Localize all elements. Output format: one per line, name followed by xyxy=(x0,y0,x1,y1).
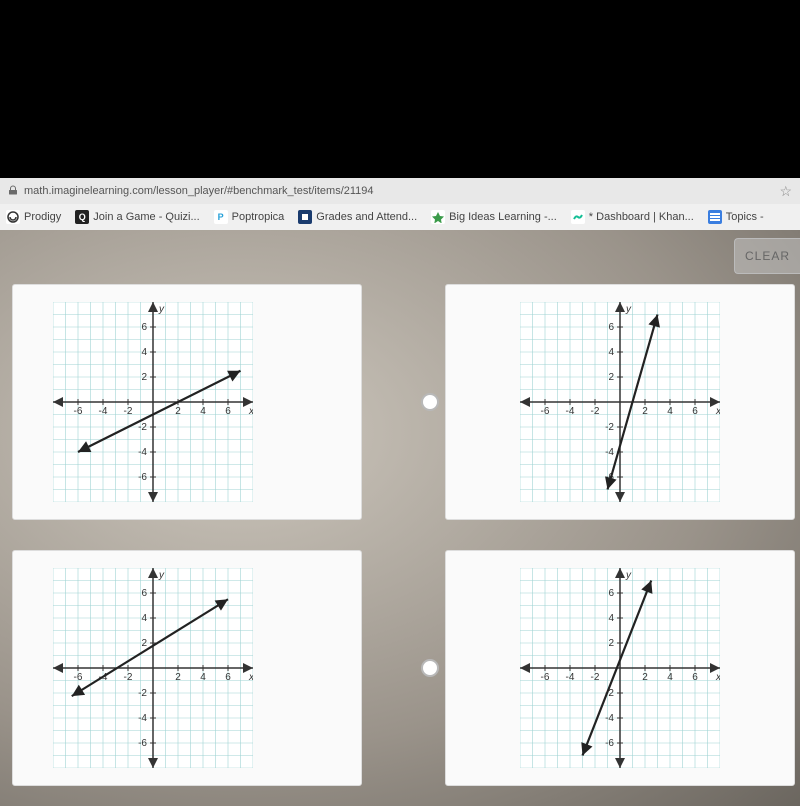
bookmark-icon xyxy=(571,210,585,224)
url-text: math.imaginelearning.com/lesson_player/#… xyxy=(24,185,374,197)
svg-text:4: 4 xyxy=(200,406,206,417)
graph-card: -6-4-2246-6-4-2246xy xyxy=(445,284,795,520)
svg-text:4: 4 xyxy=(608,613,614,624)
graph-card: -6-4-2246-6-4-2246xy xyxy=(445,550,795,786)
svg-text:-4: -4 xyxy=(566,672,575,683)
bookmark-item[interactable]: * Dashboard | Khan... xyxy=(571,210,694,224)
svg-text:2: 2 xyxy=(175,406,181,417)
svg-text:4: 4 xyxy=(141,613,147,624)
svg-text:-2: -2 xyxy=(124,406,133,417)
bookmark-label: Topics - xyxy=(726,211,764,223)
svg-text:6: 6 xyxy=(692,406,698,417)
address-bar[interactable]: math.imaginelearning.com/lesson_player/#… xyxy=(0,178,800,204)
svg-text:-4: -4 xyxy=(566,406,575,417)
svg-text:-6: -6 xyxy=(541,672,550,683)
clear-button[interactable]: CLEAR xyxy=(734,238,800,274)
answer-option[interactable]: -6-4-2246-6-4-2246xy xyxy=(6,550,385,786)
bookmark-icon xyxy=(708,210,722,224)
svg-text:2: 2 xyxy=(642,672,648,683)
bookmark-item[interactable]: Prodigy xyxy=(6,210,61,224)
lock-icon xyxy=(8,185,18,198)
svg-text:-2: -2 xyxy=(124,672,133,683)
svg-text:6: 6 xyxy=(141,588,147,599)
bookmark-label: Poptropica xyxy=(232,211,285,223)
svg-text:-4: -4 xyxy=(605,713,614,724)
radio-button[interactable] xyxy=(421,659,439,677)
svg-text:-6: -6 xyxy=(541,406,550,417)
svg-text:x: x xyxy=(248,406,253,417)
answer-option[interactable]: -6-4-2246-6-4-2246xy xyxy=(421,284,800,520)
svg-text:2: 2 xyxy=(608,372,614,383)
bookmark-label: Join a Game - Quizi... xyxy=(93,211,199,223)
bookmark-icon: P xyxy=(214,210,228,224)
bookmark-icon xyxy=(431,210,445,224)
bookmark-icon xyxy=(298,210,312,224)
window-top-black xyxy=(0,0,800,178)
svg-text:-6: -6 xyxy=(138,738,147,749)
svg-text:4: 4 xyxy=(141,347,147,358)
graph-card: -6 -4 -2 2 4 6 -6 -4 -2 2 4 6 x y xyxy=(12,284,362,520)
svg-text:4: 4 xyxy=(667,406,673,417)
svg-text:2: 2 xyxy=(141,638,147,649)
svg-text:6: 6 xyxy=(141,322,147,333)
svg-text:x: x xyxy=(248,672,253,683)
bookmark-item[interactable]: P Poptropica xyxy=(214,210,285,224)
svg-text:y: y xyxy=(625,304,632,315)
bookmark-label: Big Ideas Learning -... xyxy=(449,211,557,223)
svg-text:4: 4 xyxy=(667,672,673,683)
answer-option[interactable]: -6 -4 -2 2 4 6 -6 -4 -2 2 4 6 x y xyxy=(6,284,385,520)
bookmark-label: * Dashboard | Khan... xyxy=(589,211,694,223)
bookmark-label: Prodigy xyxy=(24,211,61,223)
svg-text:-6: -6 xyxy=(605,738,614,749)
answer-option[interactable]: -6-4-2246-6-4-2246xy xyxy=(421,550,800,786)
svg-text:x: x xyxy=(715,406,720,417)
svg-text:2: 2 xyxy=(175,672,181,683)
svg-text:y: y xyxy=(625,570,632,581)
svg-text:6: 6 xyxy=(692,672,698,683)
bookmark-icon: Q xyxy=(75,210,89,224)
svg-text:-4: -4 xyxy=(138,447,147,458)
svg-text:-2: -2 xyxy=(138,422,147,433)
svg-text:6: 6 xyxy=(225,672,231,683)
svg-text:-2: -2 xyxy=(138,688,147,699)
svg-text:x: x xyxy=(715,672,720,683)
bookmarks-bar: Prodigy Q Join a Game - Quizi... P Poptropic… xyxy=(0,204,800,230)
radio-button[interactable] xyxy=(421,393,439,411)
svg-text:6: 6 xyxy=(225,406,231,417)
svg-text:y: y xyxy=(158,304,165,315)
bookmark-item[interactable]: Grades and Attend... xyxy=(298,210,417,224)
bookmark-label: Grades and Attend... xyxy=(316,211,417,223)
svg-text:-2: -2 xyxy=(605,422,614,433)
svg-text:-6: -6 xyxy=(74,406,83,417)
bookmark-item[interactable]: Big Ideas Learning -... xyxy=(431,210,557,224)
svg-text:6: 6 xyxy=(608,322,614,333)
bookmark-star-icon[interactable]: ☆ xyxy=(779,183,792,200)
svg-text:-4: -4 xyxy=(605,447,614,458)
svg-text:-2: -2 xyxy=(591,672,600,683)
svg-text:2: 2 xyxy=(608,638,614,649)
svg-text:-4: -4 xyxy=(138,713,147,724)
svg-text:6: 6 xyxy=(608,588,614,599)
svg-text:4: 4 xyxy=(608,347,614,358)
svg-text:-6: -6 xyxy=(138,472,147,483)
answer-grid: -6 -4 -2 2 4 6 -6 -4 -2 2 4 6 x y -6 -4 -2 2 4 6 -6 -4 -2 2 4 6 x y… xyxy=(0,274,800,806)
svg-text:y: y xyxy=(158,570,165,581)
svg-text:2: 2 xyxy=(141,372,147,383)
graph-card: -6-4-2246-6-4-2246xy xyxy=(12,550,362,786)
svg-text:-4: -4 xyxy=(99,406,108,417)
svg-text:4: 4 xyxy=(200,672,206,683)
bookmark-item[interactable]: Q Join a Game - Quizi... xyxy=(75,210,199,224)
bookmark-item[interactable]: Topics - xyxy=(708,210,764,224)
svg-text:-6: -6 xyxy=(74,672,83,683)
page-content: CLEAR -6-4-2246-6-4-2246xy-6-4-2246-6-4-… xyxy=(0,230,800,806)
svg-text:-2: -2 xyxy=(591,406,600,417)
svg-text:2: 2 xyxy=(642,406,648,417)
bookmark-icon xyxy=(6,210,20,224)
